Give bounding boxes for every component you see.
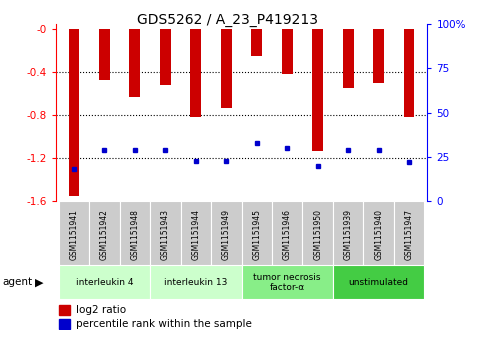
Text: GSM1151948: GSM1151948 bbox=[130, 209, 139, 260]
Text: GSM1151944: GSM1151944 bbox=[191, 209, 200, 260]
Text: interleukin 13: interleukin 13 bbox=[164, 278, 227, 287]
FancyBboxPatch shape bbox=[394, 201, 425, 265]
Bar bbox=[221, 29, 231, 108]
FancyBboxPatch shape bbox=[272, 201, 302, 265]
Text: GSM1151947: GSM1151947 bbox=[405, 209, 413, 260]
Text: log2 ratio: log2 ratio bbox=[76, 305, 126, 315]
Bar bbox=[59, 305, 70, 315]
FancyBboxPatch shape bbox=[150, 265, 242, 299]
Bar bbox=[373, 29, 384, 83]
FancyBboxPatch shape bbox=[58, 265, 150, 299]
Bar bbox=[129, 29, 140, 97]
Bar bbox=[313, 29, 323, 151]
FancyBboxPatch shape bbox=[363, 201, 394, 265]
Bar bbox=[190, 29, 201, 117]
FancyBboxPatch shape bbox=[242, 265, 333, 299]
Text: GSM1151945: GSM1151945 bbox=[252, 209, 261, 260]
FancyBboxPatch shape bbox=[242, 201, 272, 265]
Bar bbox=[59, 319, 70, 329]
FancyBboxPatch shape bbox=[211, 201, 242, 265]
FancyBboxPatch shape bbox=[181, 201, 211, 265]
Text: agent: agent bbox=[2, 277, 32, 287]
Text: GDS5262 / A_23_P419213: GDS5262 / A_23_P419213 bbox=[137, 13, 317, 27]
Text: GSM1151950: GSM1151950 bbox=[313, 209, 322, 260]
Bar bbox=[252, 29, 262, 56]
FancyBboxPatch shape bbox=[120, 201, 150, 265]
FancyBboxPatch shape bbox=[333, 265, 425, 299]
Bar bbox=[69, 29, 79, 196]
Text: GSM1151946: GSM1151946 bbox=[283, 209, 292, 260]
FancyBboxPatch shape bbox=[58, 201, 89, 265]
Bar bbox=[404, 29, 414, 117]
Bar bbox=[99, 29, 110, 79]
Bar bbox=[160, 29, 170, 85]
Text: GSM1151943: GSM1151943 bbox=[161, 209, 170, 260]
Text: tumor necrosis
factor-α: tumor necrosis factor-α bbox=[254, 273, 321, 292]
FancyBboxPatch shape bbox=[333, 201, 363, 265]
Text: GSM1151942: GSM1151942 bbox=[100, 209, 109, 260]
Text: GSM1151939: GSM1151939 bbox=[344, 209, 353, 260]
Text: GSM1151940: GSM1151940 bbox=[374, 209, 383, 260]
Text: GSM1151941: GSM1151941 bbox=[70, 209, 78, 260]
Bar bbox=[282, 29, 293, 74]
Text: ▶: ▶ bbox=[35, 277, 43, 287]
FancyBboxPatch shape bbox=[89, 201, 120, 265]
Bar bbox=[343, 29, 354, 88]
Text: percentile rank within the sample: percentile rank within the sample bbox=[76, 319, 252, 329]
Text: unstimulated: unstimulated bbox=[349, 278, 409, 287]
Text: GSM1151949: GSM1151949 bbox=[222, 209, 231, 260]
FancyBboxPatch shape bbox=[302, 201, 333, 265]
Text: interleukin 4: interleukin 4 bbox=[75, 278, 133, 287]
FancyBboxPatch shape bbox=[150, 201, 181, 265]
